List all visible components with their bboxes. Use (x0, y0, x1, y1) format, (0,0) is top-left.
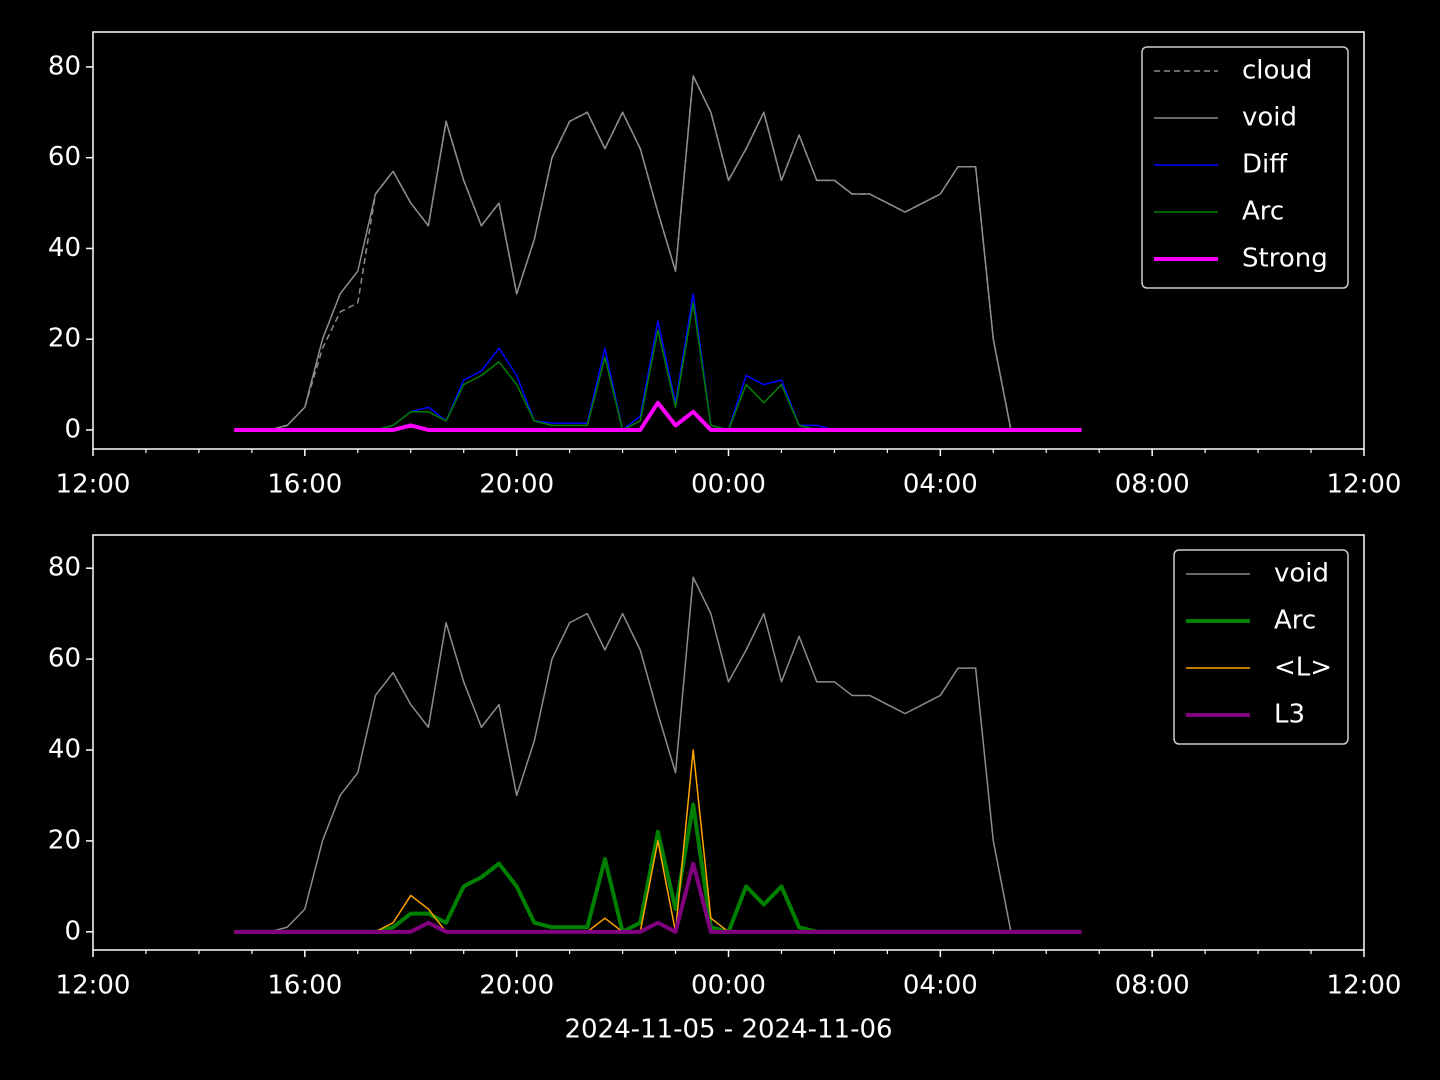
x-tick-label: 08:00 (1115, 971, 1190, 1001)
legend-label: Diff (1242, 150, 1288, 180)
x-tick-label: 12:00 (56, 470, 131, 500)
x-tick-label: 16:00 (267, 470, 342, 500)
y-tick-label: 40 (48, 233, 81, 263)
x-tick-label: 00:00 (691, 971, 766, 1001)
y-tick-label: 80 (48, 553, 81, 583)
legend-label: Strong (1242, 244, 1328, 274)
legend-label: L3 (1274, 700, 1305, 730)
x-tick-label: 12:00 (1327, 470, 1402, 500)
x-tick-label: 04:00 (903, 971, 978, 1001)
y-tick-label: 40 (48, 735, 81, 765)
legend-box (1173, 549, 1349, 745)
legend-label: void (1242, 103, 1297, 133)
plot-area (234, 576, 1082, 934)
axes-frame (92, 31, 1365, 450)
axes-frame (92, 534, 1365, 951)
x-axis-label: 2024-11-05 - 2024-11-06 (564, 1015, 892, 1045)
y-tick-label: 80 (48, 51, 81, 81)
x-tick-label: 12:00 (56, 971, 131, 1001)
legend-label: Arc (1242, 197, 1284, 227)
legend-label: cloud (1242, 56, 1312, 86)
series-line (234, 576, 1012, 933)
legend-label: <L> (1274, 653, 1332, 683)
series-line (234, 861, 1082, 934)
series-line (234, 400, 1082, 432)
y-tick-label: 0 (64, 916, 81, 946)
y-tick-label: 0 (64, 414, 81, 444)
y-tick-label: 60 (48, 142, 81, 172)
y-tick-label: 20 (48, 324, 81, 354)
legend-label: void (1274, 559, 1329, 589)
x-tick-label: 04:00 (903, 470, 978, 500)
series-line (234, 75, 1012, 431)
x-tick-label: 12:00 (1327, 971, 1402, 1001)
x-tick-label: 00:00 (691, 470, 766, 500)
y-tick-label: 20 (48, 825, 81, 855)
x-tick-label: 08:00 (1115, 470, 1190, 500)
legend-box (1141, 46, 1349, 289)
legend-label: Arc (1274, 606, 1316, 636)
y-tick-label: 60 (48, 644, 81, 674)
x-tick-label: 20:00 (479, 971, 554, 1001)
x-tick-label: 20:00 (479, 470, 554, 500)
x-tick-label: 16:00 (267, 971, 342, 1001)
plot-area (234, 75, 1082, 432)
